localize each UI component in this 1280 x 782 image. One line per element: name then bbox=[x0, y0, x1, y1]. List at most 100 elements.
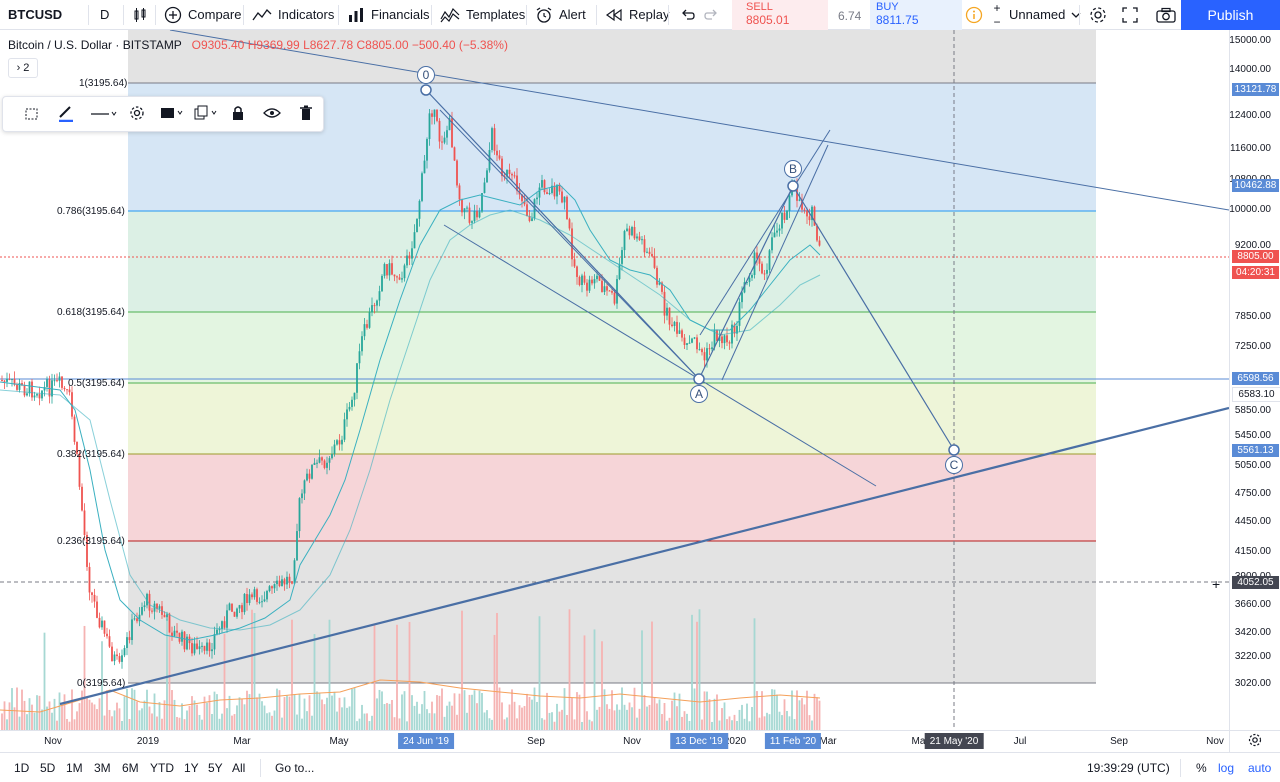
alert-button[interactable]: Alert bbox=[531, 0, 590, 29]
settings-button[interactable] bbox=[1085, 0, 1109, 29]
template-button[interactable] bbox=[159, 104, 187, 124]
candle-body bbox=[353, 392, 356, 400]
wave-point-b[interactable] bbox=[787, 180, 799, 192]
wave-point-c[interactable] bbox=[948, 444, 960, 456]
snapshot-button[interactable] bbox=[1152, 0, 1176, 29]
clone-button[interactable] bbox=[193, 104, 221, 124]
sell-label: SELL bbox=[746, 1, 773, 13]
auto-toggle[interactable]: auto bbox=[1248, 761, 1272, 775]
drawing-settings-button[interactable] bbox=[126, 104, 148, 124]
candle-body bbox=[443, 137, 446, 143]
indicators-button[interactable]: Indicators bbox=[248, 0, 338, 29]
undo-button[interactable] bbox=[675, 0, 697, 29]
candle-body bbox=[586, 282, 588, 291]
wave-label-b[interactable]: B bbox=[784, 160, 802, 178]
lock-button[interactable] bbox=[227, 104, 249, 124]
log-toggle[interactable]: log bbox=[1218, 761, 1235, 775]
volume-bar bbox=[451, 705, 453, 730]
countdown-badge: 04:20:31 bbox=[1232, 266, 1279, 279]
fullscreen-button[interactable] bbox=[1118, 0, 1142, 29]
trendline-channel-lower[interactable] bbox=[443, 224, 877, 487]
trendline-rising-lower[interactable] bbox=[721, 144, 829, 381]
plus-icon[interactable]: + bbox=[993, 0, 1001, 15]
candle-body bbox=[643, 239, 646, 253]
candle-body bbox=[718, 336, 721, 341]
qty-stepper[interactable]: + − bbox=[988, 0, 1006, 29]
percent-toggle[interactable]: % bbox=[1196, 761, 1207, 775]
volume-bar bbox=[123, 696, 126, 730]
range-button-5d[interactable]: 5D bbox=[40, 761, 56, 775]
volume-bar bbox=[628, 702, 631, 730]
volume-bar bbox=[361, 704, 363, 730]
chart-pane[interactable]: 1(3195.64) 0.786(3195.64) 0.618(3195.64)… bbox=[0, 29, 1230, 730]
line-color-button[interactable] bbox=[55, 104, 77, 124]
delete-drawing-button[interactable] bbox=[295, 104, 317, 124]
abc-wave-path[interactable] bbox=[425, 89, 955, 451]
trendline-upper-resistance[interactable] bbox=[169, 29, 1230, 211]
range-button-3m[interactable]: 3M bbox=[94, 761, 111, 775]
candle-body bbox=[141, 607, 143, 615]
layout-name-button[interactable]: Unnamed bbox=[1005, 0, 1085, 29]
trendline-long-support[interactable] bbox=[59, 406, 1230, 706]
interval-button[interactable]: D bbox=[100, 7, 110, 22]
range-button-5y[interactable]: 5Y bbox=[208, 761, 223, 775]
chart-type-button[interactable] bbox=[128, 0, 152, 29]
volume-bar bbox=[771, 689, 773, 730]
trendline-rising-upper[interactable] bbox=[699, 129, 831, 336]
drag-handle-icon[interactable] bbox=[21, 104, 43, 124]
wave-label-a[interactable]: A bbox=[690, 385, 708, 403]
volume-bar bbox=[383, 704, 386, 730]
compare-button[interactable]: Compare bbox=[160, 0, 245, 29]
info-button[interactable] bbox=[961, 0, 985, 29]
price-scale[interactable]: 15000.0014000.0012400.0011600.0010800.00… bbox=[1229, 30, 1280, 730]
range-button-1d[interactable]: 1D bbox=[14, 761, 30, 775]
volume-bar bbox=[708, 699, 711, 730]
candle-body bbox=[683, 337, 686, 345]
range-button-ytd[interactable]: YTD bbox=[150, 761, 174, 775]
chart-canvas[interactable] bbox=[0, 29, 1230, 730]
volume-bar bbox=[511, 689, 513, 730]
pencil-icon bbox=[57, 104, 75, 125]
gear-icon bbox=[1089, 6, 1107, 24]
wave-point-0[interactable] bbox=[420, 84, 432, 96]
sell-button[interactable]: SELL 8805.01 bbox=[732, 0, 828, 30]
candle-body bbox=[371, 305, 373, 313]
price-tick-label: 3420.00 bbox=[1234, 627, 1271, 638]
legend-collapse-button[interactable]: › 2 bbox=[8, 58, 38, 78]
candle-body bbox=[691, 338, 693, 343]
wave-label-0[interactable]: 0 bbox=[417, 66, 435, 84]
volume-bar bbox=[431, 701, 433, 730]
symbol-search-button[interactable]: BTCUSD bbox=[8, 7, 63, 22]
time-scale[interactable]: Nov 2019 Mar May Sep Nov 2020 Mar May Jul Sep Nov 2… bbox=[0, 730, 1229, 752]
publish-button[interactable]: Publish bbox=[1181, 0, 1280, 30]
wave-label-c[interactable]: C bbox=[945, 456, 963, 474]
replay-button[interactable]: Replay bbox=[601, 0, 673, 29]
crosshair-plus-icon: + bbox=[1212, 576, 1221, 592]
financials-button[interactable]: Financials bbox=[343, 0, 434, 29]
candle-body bbox=[373, 305, 376, 307]
visibility-button[interactable] bbox=[261, 104, 283, 124]
templates-button[interactable]: Templates bbox=[436, 0, 529, 29]
candle-body bbox=[581, 275, 583, 286]
candle-body bbox=[101, 620, 103, 628]
line-style-button[interactable] bbox=[89, 104, 119, 124]
goto-button[interactable]: Go to... bbox=[275, 761, 315, 775]
candle-body bbox=[591, 279, 593, 284]
range-button-1y[interactable]: 1Y bbox=[184, 761, 199, 775]
candle-body bbox=[536, 197, 538, 200]
minus-icon[interactable]: − bbox=[993, 14, 1001, 29]
range-button-6m[interactable]: 6M bbox=[122, 761, 139, 775]
buy-button[interactable]: BUY 8811.75 bbox=[870, 0, 962, 30]
redo-button[interactable] bbox=[700, 0, 722, 29]
wave-point-a[interactable] bbox=[693, 373, 705, 385]
utc-clock[interactable]: 19:39:29 (UTC) bbox=[1087, 761, 1170, 775]
candle-body bbox=[593, 279, 596, 284]
volume-bar bbox=[396, 624, 398, 730]
volume-bar bbox=[18, 716, 21, 730]
time-tick-label: Jul bbox=[1013, 736, 1027, 747]
range-button-all[interactable]: All bbox=[232, 761, 246, 775]
scale-settings-button[interactable] bbox=[1229, 730, 1280, 752]
volume-bar bbox=[703, 691, 706, 730]
range-button-1m[interactable]: 1M bbox=[66, 761, 83, 775]
volume-bar bbox=[391, 700, 393, 730]
